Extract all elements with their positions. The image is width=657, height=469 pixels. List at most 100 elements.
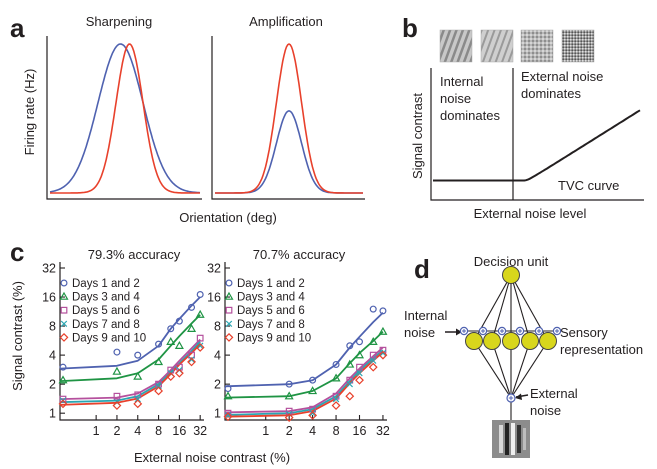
x-tick-label: 16: [353, 424, 367, 438]
data-point-triangle-4: [345, 359, 355, 368]
data-point-diamond-4: [166, 372, 176, 381]
panel-a-left-title: Sharpening: [86, 14, 153, 29]
data-point-circle-2: [309, 376, 317, 384]
data-point-triangle-3: [154, 357, 164, 366]
data-point-square-7: [196, 334, 204, 342]
data-point-circle-7: [196, 290, 204, 298]
sensory-label-1: Sensory: [560, 325, 608, 340]
panel-a-right-title: Amplification: [249, 14, 323, 29]
data-point-x-2: [309, 409, 316, 417]
data-point-triangle-2: [308, 386, 318, 395]
data-point-diamond-3: [154, 386, 164, 396]
data-point-diamond-4: [345, 391, 355, 401]
x-tick-label: 16: [172, 424, 186, 438]
fit-line-triangle: [59, 314, 201, 382]
axes-frame: [59, 262, 204, 421]
data-point-circle-3: [332, 360, 340, 368]
sensory-node: [483, 332, 501, 350]
data-point-diamond-legend: [224, 332, 234, 342]
tuning-curve-blue: [215, 110, 363, 194]
x-tick-label: 4: [309, 424, 316, 438]
y-tick-label: 4: [49, 349, 56, 363]
fit-line-x: [224, 349, 384, 416]
stimulus-thumb-1: [439, 29, 473, 63]
panel-b-axes: [430, 68, 644, 201]
data-point-triangle-3: [331, 373, 341, 382]
data-point-diamond-legend: [59, 332, 69, 342]
data-point-triangle-4: [166, 336, 176, 345]
legend-label: Days 7 and 8: [72, 319, 140, 331]
data-point-x-3: [332, 395, 340, 403]
panel-a-left-axes: [46, 36, 202, 200]
connection-top: [491, 274, 512, 342]
panel-b-external-line2: dominates: [521, 86, 581, 101]
data-point-triangle-legend: [59, 291, 69, 300]
panel-c-xlabel: External noise contrast (%): [134, 450, 290, 465]
data-point-circle-7: [379, 307, 387, 315]
data-point-square-legend: [60, 306, 68, 314]
panel-c-right-plot: 1 2 4 8 16 32 1 2 4 8 16 32 Days 1 and 2 Days 3 and 4…: [207, 262, 390, 439]
panel-a-xlabel: Orientation (deg): [179, 210, 277, 225]
tvc-curve-line: [433, 109, 641, 182]
panel-letter-d: d: [414, 254, 430, 284]
data-point-x-6: [369, 357, 377, 364]
data-point-circle-5: [356, 338, 364, 346]
data-point-square-legend: [225, 306, 233, 314]
data-point-triangle-legend: [224, 291, 234, 300]
connection-bottom: [473, 340, 512, 399]
data-point-circle-2: [134, 351, 142, 359]
legend-label: Days 1 and 2: [237, 278, 305, 290]
data-point-circle-legend: [225, 279, 233, 287]
panel-b-internal-line1: Internal: [440, 74, 483, 89]
y-tick-label: 1: [49, 407, 56, 421]
legend-label: Days 3 and 4: [72, 292, 140, 304]
data-point-triangle-0: [58, 375, 68, 384]
panel-b-internal-line2: noise: [440, 91, 471, 106]
data-point-diamond-6: [187, 357, 196, 367]
data-point-diamond-1: [112, 401, 122, 411]
panel-a-ylabel: Firing rate (Hz): [22, 69, 37, 156]
data-point-diamond-0: [223, 412, 233, 422]
y-tick-label: 16: [42, 291, 56, 305]
x-tick-label: 1: [93, 424, 100, 438]
plus-icon: [508, 395, 514, 401]
data-point-circle-1: [113, 348, 121, 356]
data-point-square-1: [113, 392, 121, 400]
data-point-circle-6: [369, 305, 377, 313]
data-point-x-2: [134, 395, 141, 403]
sensory-node: [539, 332, 557, 350]
tuning-curve-red: [50, 43, 200, 194]
stimulus-image: [492, 420, 530, 458]
panel-b-curve-label: TVC curve: [558, 178, 619, 193]
legend-label: Days 1 and 2: [72, 278, 140, 290]
x-tick-label: 4: [134, 424, 141, 438]
axes-frame: [224, 262, 387, 421]
data-point-x-6: [188, 356, 195, 363]
fit-line-circle: [224, 312, 384, 388]
external-noise-label-1: External: [530, 386, 578, 401]
data-point-triangle-5: [354, 350, 365, 359]
stimulus-thumb-4: [561, 29, 595, 63]
data-point-triangle-2: [133, 371, 143, 380]
data-point-x-7: [196, 342, 204, 349]
x-tick-label: 32: [376, 424, 390, 438]
legend-label: Days 3 and 4: [237, 292, 305, 304]
panel-b-external-line1: External noise: [521, 69, 603, 84]
tuning-curve-blue: [49, 43, 201, 194]
data-point-circle-0: [59, 363, 67, 371]
legend-label: Days 9 and 10: [72, 332, 146, 344]
data-point-circle-1: [285, 380, 293, 388]
data-point-diamond-5: [174, 368, 184, 378]
fit-line-x: [59, 341, 201, 404]
data-point-x-7: [379, 349, 387, 357]
sensory-label-2: representation: [560, 342, 643, 357]
panel-letter-c: c: [10, 237, 24, 267]
x-tick-label: 1: [262, 424, 269, 438]
data-point-diamond-6: [368, 362, 378, 372]
stimulus-thumb-3: [520, 29, 554, 63]
data-point-triangle-6: [187, 323, 197, 332]
panel-c-left-title: 79.3% accuracy: [88, 247, 181, 262]
y-tick-label: 32: [207, 262, 221, 276]
